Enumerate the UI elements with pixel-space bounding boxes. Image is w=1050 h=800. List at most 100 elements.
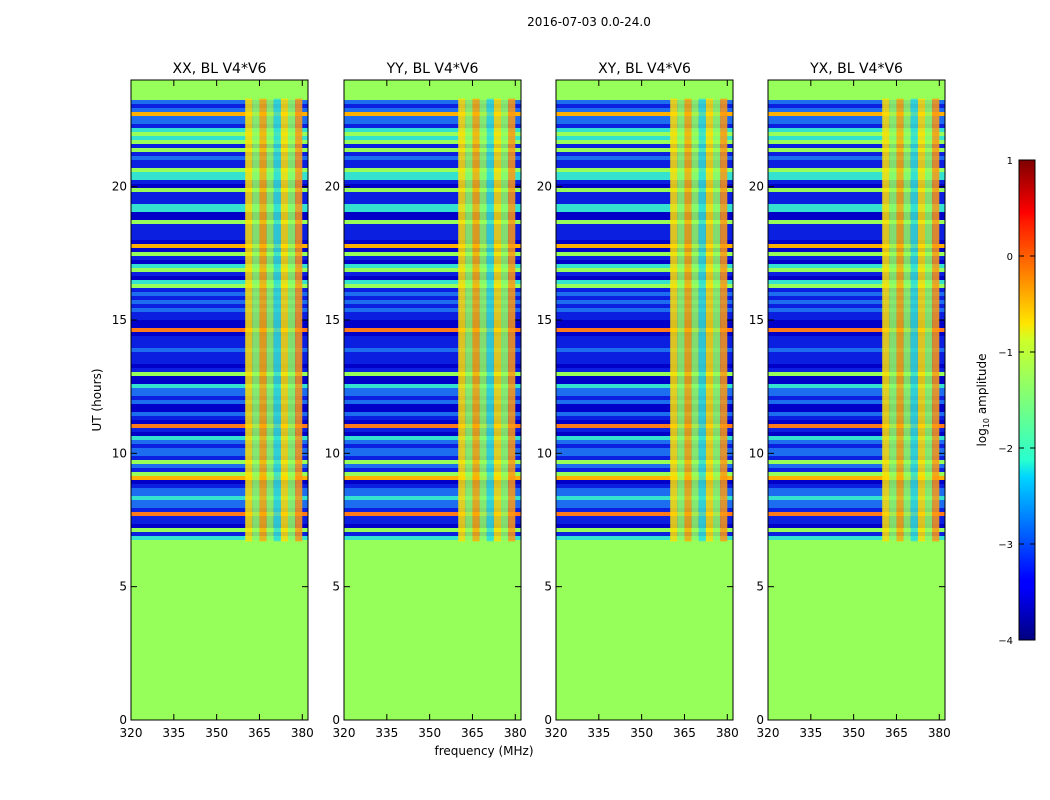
time-row xyxy=(768,424,945,428)
x-tick-label: 380 xyxy=(928,726,951,740)
time-row xyxy=(768,308,945,312)
axes-frame xyxy=(130,79,309,721)
time-row xyxy=(768,408,945,412)
time-row xyxy=(768,420,945,424)
time-row xyxy=(556,500,733,504)
time-row xyxy=(556,368,733,372)
y-tick-label: 15 xyxy=(537,313,552,327)
time-row xyxy=(768,388,945,392)
time-row xyxy=(344,284,521,288)
time-row xyxy=(556,224,733,228)
y-tick-label: 5 xyxy=(756,580,764,594)
time-row xyxy=(556,160,733,164)
y-tick-label: 15 xyxy=(112,313,127,327)
rfi-band xyxy=(882,98,940,542)
x-axis-label: frequency (MHz) xyxy=(434,744,533,758)
time-row xyxy=(768,428,945,432)
time-row xyxy=(768,488,945,492)
time-row xyxy=(768,320,945,324)
time-row xyxy=(344,328,521,332)
time-row xyxy=(131,452,308,456)
time-row xyxy=(131,500,308,504)
time-row xyxy=(344,216,521,220)
x-tick-label: 335 xyxy=(799,726,822,740)
time-row xyxy=(131,132,308,136)
rfi-column xyxy=(501,98,509,542)
time-row xyxy=(344,524,521,528)
rfi-column xyxy=(259,98,267,542)
rfi-column xyxy=(486,98,494,542)
time-row xyxy=(556,236,733,240)
time-row xyxy=(131,532,308,536)
time-row xyxy=(768,216,945,220)
time-row xyxy=(131,332,308,336)
time-row xyxy=(556,372,733,376)
time-row xyxy=(556,432,733,436)
time-row xyxy=(131,244,308,248)
x-tick-label: 350 xyxy=(418,726,441,740)
time-row xyxy=(556,180,733,184)
time-row xyxy=(556,120,733,124)
time-row xyxy=(768,232,945,236)
y-tick-label: 0 xyxy=(544,713,552,727)
time-row xyxy=(344,452,521,456)
y-tick-label: 5 xyxy=(332,580,340,594)
rfi-column xyxy=(266,98,274,542)
time-row xyxy=(344,208,521,212)
time-row xyxy=(556,128,733,132)
time-row xyxy=(768,312,945,316)
time-row xyxy=(556,400,733,404)
time-row xyxy=(768,264,945,268)
time-row xyxy=(131,396,308,400)
time-row xyxy=(556,212,733,216)
time-row xyxy=(556,140,733,144)
time-row xyxy=(556,204,733,208)
time-row xyxy=(344,304,521,308)
rfi-column xyxy=(508,98,516,542)
x-tick-label: 365 xyxy=(885,726,908,740)
waterfall-data xyxy=(344,100,521,540)
time-row xyxy=(131,376,308,380)
time-row xyxy=(556,356,733,360)
x-tick-label: 350 xyxy=(842,726,865,740)
time-row xyxy=(131,464,308,468)
time-row xyxy=(556,304,733,308)
time-row xyxy=(131,468,308,472)
time-row xyxy=(344,436,521,440)
time-row xyxy=(344,172,521,176)
time-row xyxy=(768,220,945,224)
y-tick-label: 15 xyxy=(749,313,764,327)
x-tick-label: 365 xyxy=(461,726,484,740)
y-tick-label: 20 xyxy=(749,180,764,194)
time-row xyxy=(768,284,945,288)
time-row xyxy=(768,480,945,484)
time-row xyxy=(344,408,521,412)
rfi-column xyxy=(677,98,685,542)
time-row xyxy=(344,236,521,240)
time-row xyxy=(131,432,308,436)
x-tick-label: 350 xyxy=(630,726,653,740)
time-row xyxy=(344,160,521,164)
rfi-column xyxy=(713,98,721,542)
time-row xyxy=(768,504,945,508)
time-row xyxy=(131,328,308,332)
time-row xyxy=(556,520,733,524)
time-row xyxy=(556,192,733,196)
time-row xyxy=(768,364,945,368)
time-row xyxy=(556,456,733,460)
time-row xyxy=(344,240,521,244)
time-row xyxy=(768,460,945,464)
time-row xyxy=(556,420,733,424)
time-row xyxy=(768,104,945,108)
time-row xyxy=(556,468,733,472)
time-row xyxy=(131,436,308,440)
axes-frame xyxy=(555,79,734,721)
time-row xyxy=(131,364,308,368)
axes-frame xyxy=(343,79,522,721)
rfi-column xyxy=(882,98,890,542)
time-row xyxy=(556,256,733,260)
rfi-column xyxy=(910,98,918,542)
time-row xyxy=(556,352,733,356)
time-row xyxy=(556,412,733,416)
time-row xyxy=(768,156,945,160)
